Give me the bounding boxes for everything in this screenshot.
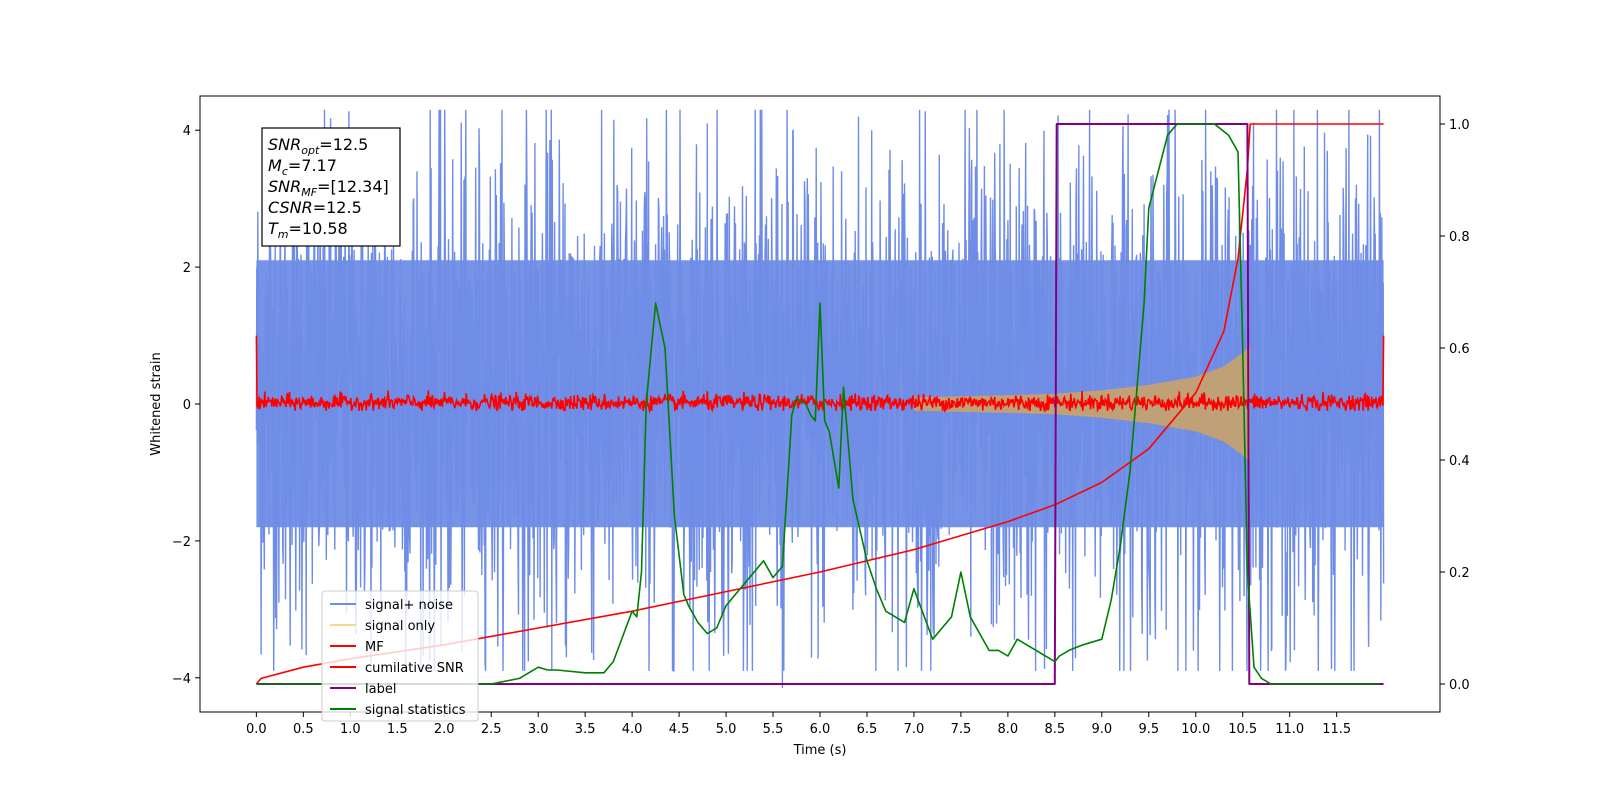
info-subscript: m bbox=[278, 228, 289, 241]
x-tick-label: 4.0 bbox=[622, 722, 643, 737]
legend-label: label bbox=[365, 682, 396, 697]
y-right-tick-label: 0.2 bbox=[1449, 566, 1470, 581]
legend-item: MF bbox=[330, 640, 384, 655]
x-tick-label: 6.5 bbox=[857, 722, 878, 737]
x-tick-label: 8.5 bbox=[1045, 722, 1066, 737]
info-symbol: CSNR bbox=[268, 198, 313, 217]
info-line: Tm=10.58 bbox=[268, 219, 348, 241]
info-line: Mc=7.17 bbox=[268, 156, 337, 178]
y-tick-label: 2 bbox=[183, 261, 191, 276]
info-line: SNRMF=[12.34] bbox=[268, 177, 389, 199]
y-tick-label: 0 bbox=[183, 398, 191, 413]
info-line: SNRopt=12.5 bbox=[268, 135, 368, 157]
legend-label: signal+ noise bbox=[365, 598, 453, 613]
y-tick-label: −2 bbox=[172, 535, 191, 550]
x-tick-label: 10.0 bbox=[1181, 722, 1210, 737]
y-right-tick-label: 0.8 bbox=[1449, 230, 1470, 245]
info-box: SNRopt=12.5Mc=7.17SNRMF=[12.34]CSNR=12.5… bbox=[261, 127, 401, 247]
x-tick-label: 3.0 bbox=[528, 722, 549, 737]
x-tick-label: 5.5 bbox=[763, 722, 784, 737]
x-tick-label: 10.5 bbox=[1228, 722, 1257, 737]
y-right-tick-label: 0.0 bbox=[1449, 678, 1470, 693]
y-axis-label: Whitened strain bbox=[149, 352, 164, 455]
info-value: =12.5 bbox=[319, 135, 368, 154]
info-symbol: SNR bbox=[268, 177, 301, 196]
x-tick-label: 2.0 bbox=[434, 722, 455, 737]
legend-item: signal statistics bbox=[330, 703, 466, 718]
x-tick-label: 11.5 bbox=[1322, 722, 1351, 737]
x-axis-label: Time (s) bbox=[793, 743, 847, 758]
series-mf bbox=[255, 335, 1385, 414]
legend-item: label bbox=[330, 682, 396, 697]
y-axis-right: 0.0 0.2 0.4 0.6 0.8 1.0 bbox=[1440, 118, 1470, 693]
legend-frame bbox=[321, 590, 479, 722]
legend: signal+ noise signal only MF cumilative SNR… bbox=[321, 590, 479, 722]
info-symbol: T bbox=[268, 219, 279, 238]
legend-label: MF bbox=[365, 640, 384, 655]
y-right-tick-label: 0.4 bbox=[1449, 454, 1470, 469]
y-tick-label: 4 bbox=[183, 124, 191, 139]
info-line: CSNR=12.5 bbox=[268, 198, 362, 217]
x-tick-label: 7.5 bbox=[951, 722, 972, 737]
y-tick-label: −4 bbox=[172, 672, 191, 687]
legend-label: cumilative SNR bbox=[365, 661, 464, 676]
info-subscript: opt bbox=[301, 144, 320, 157]
series-signal-statistics bbox=[256, 123, 1379, 685]
x-axis: 0.0 0.5 1.0 1.5 2.0 2.5 3.0 3.5 4.0 4.5 5.0 5.5 6.0 6… bbox=[246, 712, 1351, 737]
mf-line bbox=[255, 335, 1385, 414]
info-symbol: SNR bbox=[268, 135, 301, 154]
info-value: =7.17 bbox=[288, 156, 337, 175]
x-tick-label: 1.0 bbox=[340, 722, 361, 737]
x-tick-label: 0.0 bbox=[246, 722, 267, 737]
x-tick-label: 5.0 bbox=[716, 722, 737, 737]
x-tick-label: 6.0 bbox=[810, 722, 831, 737]
legend-item: cumilative SNR bbox=[330, 661, 464, 676]
x-tick-label: 3.5 bbox=[575, 722, 596, 737]
legend-label: signal only bbox=[365, 619, 435, 634]
x-tick-label: 4.5 bbox=[669, 722, 690, 737]
info-value: =10.58 bbox=[289, 219, 348, 238]
x-tick-label: 2.5 bbox=[481, 722, 502, 737]
y-axis-left: −4 −2 0 2 4 bbox=[172, 124, 200, 687]
y-right-tick-label: 1.0 bbox=[1449, 118, 1470, 133]
legend-item: signal+ noise bbox=[330, 598, 453, 613]
x-tick-label: 11.0 bbox=[1275, 722, 1304, 737]
info-value: =12.5 bbox=[313, 198, 362, 217]
legend-label: signal statistics bbox=[365, 703, 466, 718]
info-symbol: M bbox=[268, 156, 282, 175]
info-subscript: c bbox=[282, 165, 288, 178]
plot-area bbox=[255, 109, 1385, 689]
x-tick-label: 1.5 bbox=[387, 722, 408, 737]
x-tick-label: 9.5 bbox=[1138, 722, 1159, 737]
info-value: =[12.34] bbox=[317, 177, 389, 196]
x-tick-label: 8.0 bbox=[998, 722, 1019, 737]
y-right-tick-label: 0.6 bbox=[1449, 342, 1470, 357]
legend-item: signal only bbox=[330, 619, 435, 634]
info-subscript: MF bbox=[301, 186, 317, 199]
x-tick-label: 0.5 bbox=[293, 722, 314, 737]
x-tick-label: 9.0 bbox=[1091, 722, 1112, 737]
info-box-frame bbox=[261, 127, 401, 247]
x-tick-label: 7.0 bbox=[904, 722, 925, 737]
